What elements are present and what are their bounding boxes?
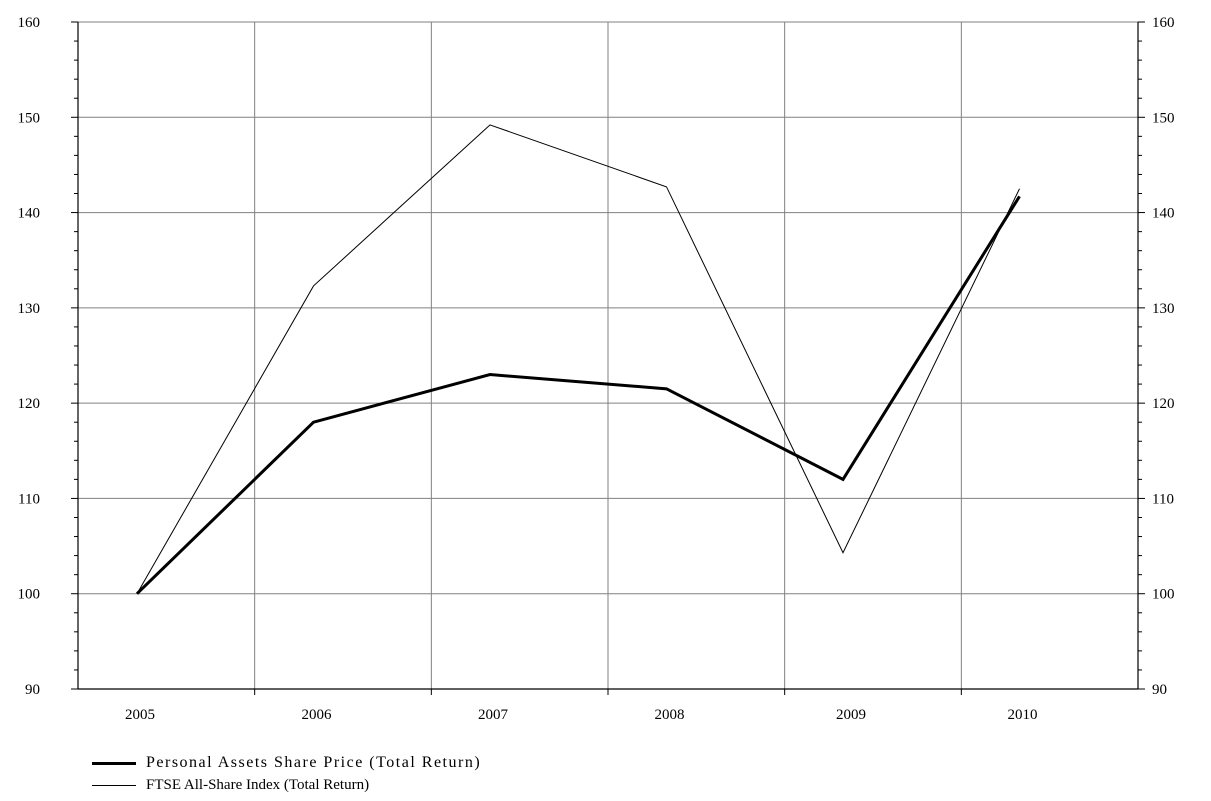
y-tick-label-right: 120 [1152,396,1175,412]
y-tick-label-right: 160 [1152,15,1175,31]
y-tick-label-left: 130 [18,301,41,317]
x-tick-label: 2008 [655,707,685,723]
y-tick-label-left: 120 [18,396,41,412]
legend-label: FTSE All-Share Index (Total Return) [146,776,370,793]
x-tick-label: 2007 [478,707,509,723]
y-tick-label-right: 130 [1152,301,1175,317]
legend-label: Personal Assets Share Price (Total Retur… [146,754,482,771]
y-tick-label-right: 140 [1152,206,1175,222]
y-tick-label-left: 110 [18,491,40,507]
y-tick-label-right: 110 [1152,491,1174,507]
x-tick-label: 2006 [302,707,333,723]
x-tick-label: 2009 [836,707,866,723]
y-tick-label-left: 160 [18,15,41,31]
y-tick-label-right: 150 [1152,110,1175,126]
legend: Personal Assets Share Price (Total Retur… [92,752,992,796]
x-tick-label: 2005 [125,707,155,723]
series-line-ftse-all-share [136,124,1020,594]
series-line-personal-assets [135,195,1021,595]
y-tick-label-right: 100 [1152,587,1175,603]
y-tick-label-left: 100 [18,587,41,603]
y-tick-label-left: 90 [25,682,40,698]
y-tick-label-left: 140 [18,206,41,222]
legend-swatch-thin [92,784,136,786]
y-tick-label-left: 150 [18,110,41,126]
legend-item-ftse: FTSE All-Share Index (Total Return) [92,774,992,796]
legend-item-personal-assets: Personal Assets Share Price (Total Retur… [92,752,992,774]
legend-swatch-thick [92,761,136,765]
x-tick-label: 2010 [1008,707,1038,723]
y-tick-label-right: 90 [1152,682,1167,698]
